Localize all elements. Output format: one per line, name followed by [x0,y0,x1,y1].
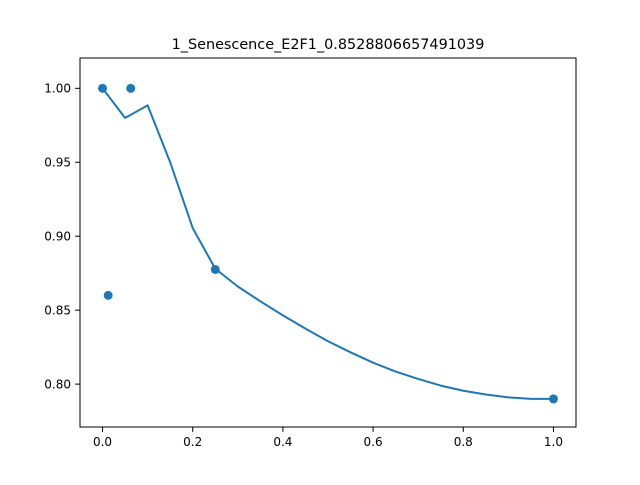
x-tick-label: 0.2 [183,435,202,449]
x-tick-label: 0.4 [273,435,292,449]
scatter-point [126,83,136,93]
x-tick-label: 0.6 [364,435,383,449]
y-tick-label: 1.00 [44,82,71,96]
y-tick-label: 0.85 [44,303,71,317]
x-tick-label: 0.0 [93,435,112,449]
scatter-point [548,394,558,404]
axes-frame [79,57,577,428]
series-line [101,86,555,400]
scatter-point [98,83,108,93]
y-tick-label: 0.80 [44,377,71,391]
x-tick-label: 1.0 [544,435,563,449]
plot-area: 0.0 0.2 0.4 0.6 0.8 1.0 0.80 0.85 0.90 0.95 1.00 [44,57,577,449]
scatter-point [103,290,113,300]
chart-title: 1_Senescence_E2F1_0.8528806657491039 [172,37,485,53]
scatter-point [210,264,220,274]
y-tick-label: 0.95 [44,156,71,170]
x-tick-label: 0.8 [454,435,473,449]
y-tick-label: 0.90 [44,230,71,244]
